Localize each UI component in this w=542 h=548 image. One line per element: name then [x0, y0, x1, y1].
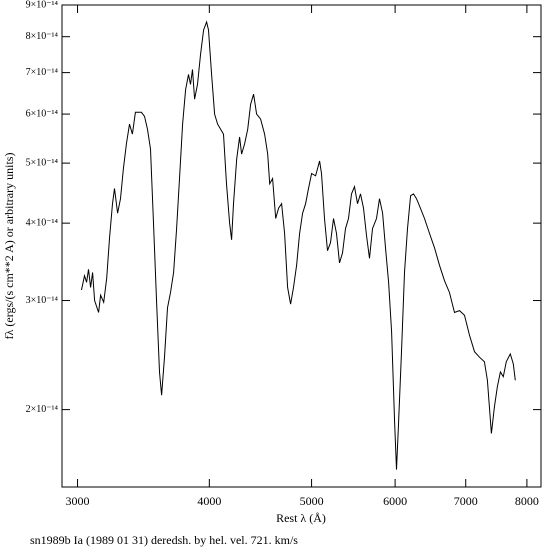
x-tick-label: 5000 — [300, 494, 324, 508]
x-tick-label: 6000 — [383, 494, 407, 508]
x-tick-label: 3000 — [66, 494, 90, 508]
caption: sn1989b Ia (1989 01 31) deredsh. by hel.… — [30, 533, 298, 547]
y-tick-label: 8×10⁻¹⁴ — [26, 31, 59, 42]
y-tick-label: 2×10⁻¹⁴ — [26, 404, 59, 415]
x-tick-label: 7000 — [454, 494, 478, 508]
x-axis-label: Rest λ (Å) — [276, 511, 326, 525]
plot-frame — [61, 4, 542, 488]
y-tick-label: 9×10⁻¹⁴ — [26, 0, 59, 10]
y-tick-label: 3×10⁻¹⁴ — [26, 295, 59, 306]
y-tick-label: 4×10⁻¹⁴ — [26, 217, 59, 228]
x-tick-label: 4000 — [197, 494, 221, 508]
y-tick-label: 7×10⁻¹⁴ — [26, 67, 59, 78]
x-tick-label: 8000 — [515, 494, 539, 508]
y-tick-label: 6×10⁻¹⁴ — [26, 108, 59, 119]
y-tick-label: 5×10⁻¹⁴ — [26, 157, 59, 168]
y-axis-label: fλ (ergs/(s cm**2 A) or arbitrary units) — [2, 153, 16, 340]
spectrum-line — [81, 20, 516, 470]
